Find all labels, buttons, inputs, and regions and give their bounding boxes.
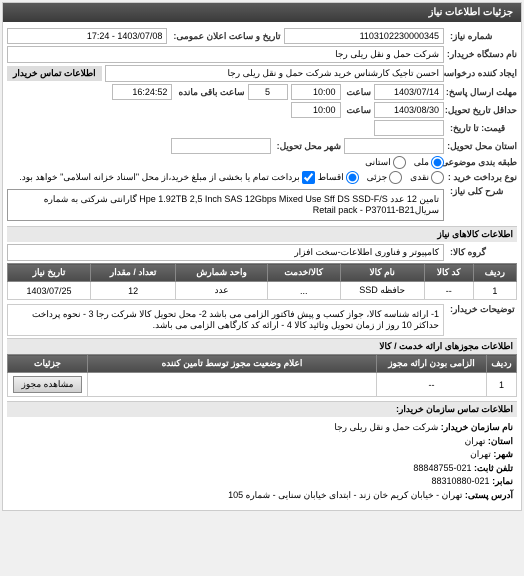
budget-provincial-radio[interactable] [393,156,406,169]
th-name: نام کالا [340,264,424,282]
pay-cash[interactable]: نقدی [410,171,444,184]
notes-label: توضیحات خریدار: [447,304,517,315]
goods-table-row[interactable]: 1 -- حافظه SSD ... عدد 12 1403/07/25 [8,282,517,300]
min-delivery-label: حداقل تاریخ تحویل: تا تاریخ: [447,105,517,116]
min-delivery-date: 1403/08/30 [374,102,444,118]
budget-national-radio[interactable] [431,156,444,169]
location-label: استان محل تحویل: [447,141,517,152]
desc-value: تامین 12 عدد Hpe 1.92TB 2,5 Inch SAS 12G… [7,189,444,221]
province-value: تهران [465,436,486,446]
province-label: استان: [488,436,513,446]
th-row: ردیف [473,264,516,282]
pth-details: جزئیات [8,355,88,373]
deadline-date: 1403/07/14 [374,84,444,100]
datetime-value: 1403/07/08 - 17:24 [7,28,167,44]
td-qty: 12 [90,282,175,300]
pay-partial[interactable]: جزئی [367,171,403,184]
notes-text: 1- ارائه شناسه کالا، جواز کسب و پیش فاکت… [7,304,444,336]
phone-label: تلفن ثابت: [474,463,513,473]
pth-row: ردیف [487,355,517,373]
permits-row: 1 -- مشاهده مجوز [8,373,517,397]
td-row: 1 [473,282,516,300]
ptd-details: مشاهده مجوز [8,373,88,397]
panel-body: شماره نیاز: 1103102230000345 تاریخ و ساع… [3,22,521,510]
permits-header-row: ردیف الزامی بودن ارائه مجوز اعلام وضعیت … [8,355,517,373]
th-qty: تعداد / مقدار [90,264,175,282]
ptd-status [88,373,377,397]
address-value: تهران - خیابان کریم خان زند - ابتدای خیا… [228,490,462,500]
goods-table: ردیف کد کالا نام کالا کالا/خدمت واحد شما… [7,263,517,300]
req-no-label: شماره نیاز: [447,31,517,42]
datetime-label: تاریخ و ساعت اعلان عمومی: [170,31,280,42]
buyer-device-value: شرکت حمل و نقل ریلی رجا [7,46,444,63]
pay-radio-group: نقدی جزئی اقساط [318,171,444,184]
contact-info: نام سازمان خریدار: شرکت حمل و نقل ریلی ر… [7,417,517,506]
td-name: حافظه SSD [340,282,424,300]
panel-title: جزئیات اطلاعات نیاز [3,3,521,22]
td-type: ... [267,282,340,300]
td-date: 1403/07/25 [8,282,91,300]
days-counter: 5 [248,84,288,100]
price-date [374,120,444,136]
req-no-value: 1103102230000345 [284,28,444,44]
pay-installment-radio[interactable] [346,171,359,184]
goods-table-header-row: ردیف کد کالا نام کالا کالا/خدمت واحد شما… [8,264,517,282]
remaining-label: ساعت باقی مانده [175,87,244,98]
min-delivery-time: 10:00 [291,102,341,118]
td-unit: عدد [176,282,268,300]
requester-label: ایجاد کننده درخواست: [447,68,517,79]
deadline-label: مهلت ارسال پاسخ: تا تاریخ: [447,87,517,98]
th-date: تاریخ نیاز [8,264,91,282]
pay-installment[interactable]: اقساط [318,171,359,184]
remaining-time: 16:24:52 [112,84,172,100]
th-unit: واحد شمارش [176,264,268,282]
th-type: کالا/خدمت [267,264,340,282]
ptd-required: -- [377,373,487,397]
fax-label: نمابر: [492,476,513,486]
pth-required: الزامی بودن ارائه مجوز [377,355,487,373]
contact-section: اطلاعات تماس سازمان خریدار: [7,401,517,417]
permits-table: ردیف الزامی بودن ارائه مجوز اعلام وضعیت … [7,354,517,397]
requester-value: احسن تاجیک کارشناس خرید شرکت حمل و نقل ر… [105,65,444,82]
phone-value: 021-88848755 [413,463,471,473]
deadline-time: 10:00 [291,84,341,100]
city-label: شهر محل تحویل: [274,141,341,152]
price-label: قیمت: تا تاریخ: [447,123,517,134]
goods-group-label: گروه کالا: [447,247,517,258]
td-code: -- [424,282,473,300]
main-panel: جزئیات اطلاعات نیاز شماره نیاز: 11031022… [2,2,522,511]
city-c-label: شهر: [493,449,513,459]
time-label-2: ساعت [344,105,372,116]
pay-type-label: نوع برداخت خرید : [447,172,517,183]
org-label: نام سازمان خریدار: [441,422,513,432]
pay-partial-radio[interactable] [389,171,402,184]
city-c-value: تهران [470,449,491,459]
th-code: کد کالا [424,264,473,282]
budget-radio-group: ملی استانی [365,156,444,169]
fax-value: 021-88310880 [431,476,489,486]
budget-label: طبقه بندی موضوعی: [447,157,517,168]
time-label-1: ساعت [344,87,372,98]
pth-status: اعلام وضعیت مجوز توسط تامین کننده [88,355,377,373]
goods-info-section: اطلاعات کالاهای نیاز [7,226,517,242]
goods-group-value: کامپیوتر و فناوری اطلاعات-سخت افزار [7,244,444,261]
city-value [171,138,271,154]
location-value [344,138,444,154]
buyer-contact-tab[interactable]: اطلاعات تماس خریدار [7,66,102,81]
budget-national[interactable]: ملی [414,156,444,169]
pay-note-check[interactable]: برداخت تمام یا بخشی از مبلغ خرید،از محل … [19,171,314,184]
pay-cash-radio[interactable] [431,171,444,184]
address-label: آدرس پستی: [465,490,513,500]
buyer-device-label: نام دستگاه خریدار: [447,49,517,60]
ptd-row: 1 [487,373,517,397]
org-value: شرکت حمل و نقل ریلی رجا [334,422,438,432]
view-permit-button[interactable]: مشاهده مجوز [13,376,83,393]
pay-note-checkbox[interactable] [302,171,315,184]
desc-label: شرح کلی نیاز: [447,186,517,197]
permits-section: اطلاعات مجوزهای ارائه خدمت / کالا [7,338,517,354]
budget-provincial[interactable]: استانی [365,156,406,169]
